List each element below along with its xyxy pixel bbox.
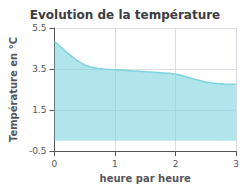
svg-text:3: 3	[233, 159, 239, 169]
svg-text:2: 2	[173, 159, 179, 169]
svg-text:3.5: 3.5	[32, 64, 46, 74]
svg-text:1.5: 1.5	[32, 105, 46, 115]
svg-text:Température en °C: Température en °C	[8, 37, 19, 142]
svg-text:5.5: 5.5	[32, 23, 46, 33]
svg-text:0: 0	[52, 159, 58, 169]
svg-text:heure par heure: heure par heure	[100, 173, 191, 184]
svg-text:1: 1	[112, 159, 118, 169]
svg-text:Evolution de la température: Evolution de la température	[30, 8, 221, 22]
svg-text:-0.5: -0.5	[29, 146, 47, 156]
